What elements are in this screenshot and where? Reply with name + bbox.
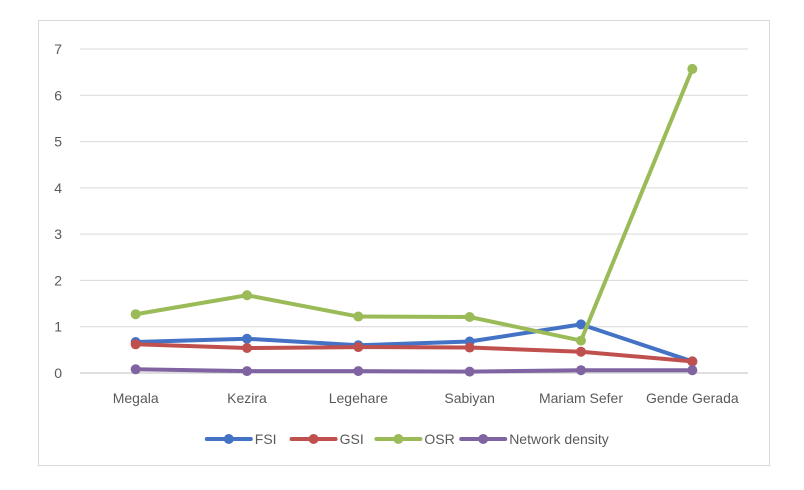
x-tick-label: Legehare — [329, 390, 388, 406]
data-point — [687, 356, 698, 367]
data-point — [130, 339, 141, 350]
legend-label: FSI — [255, 431, 277, 447]
y-tick-label: 2 — [54, 272, 62, 288]
legend: FSI GSI OSR Network density — [204, 431, 609, 447]
legend-item: FSI — [204, 431, 277, 447]
series-lines — [130, 63, 698, 377]
data-point — [687, 365, 698, 376]
x-axis-tick-labels: Megala Kezira Legehare Sabiyan Mariam Sefer G… — [113, 390, 739, 406]
data-point — [242, 333, 252, 344]
legend-item: OSR — [374, 431, 455, 447]
data-point — [576, 365, 586, 376]
y-tick-label: 6 — [54, 87, 62, 103]
series-osr — [130, 63, 698, 346]
legend-label: GSI — [340, 431, 364, 447]
series-network-density — [130, 364, 698, 377]
series-line — [133, 367, 695, 374]
legend-item: GSI — [289, 431, 364, 447]
series-line — [133, 342, 695, 364]
data-point — [130, 309, 141, 320]
data-point — [242, 366, 252, 377]
data-point — [353, 342, 364, 353]
y-tick-label: 0 — [54, 365, 62, 381]
data-point — [464, 311, 475, 322]
x-tick-label: Mariam Sefer — [539, 390, 623, 406]
data-point — [464, 366, 475, 377]
x-tick-label: Megala — [113, 390, 159, 406]
data-point — [242, 290, 252, 301]
series-gsi — [130, 339, 698, 367]
data-point — [576, 319, 586, 330]
y-tick-label: 1 — [54, 319, 62, 335]
x-tick-label: Kezira — [227, 390, 267, 406]
chart-frame — [38, 20, 770, 466]
data-point — [353, 366, 364, 377]
y-tick-label: 3 — [54, 226, 62, 242]
legend-label: OSR — [424, 431, 454, 447]
series-line — [133, 66, 695, 343]
y-tick-label: 5 — [54, 134, 62, 150]
data-point — [353, 311, 364, 322]
grid-lines — [80, 48, 748, 374]
legend-swatch-marker — [223, 434, 234, 444]
y-tick-label: 4 — [54, 180, 62, 196]
x-tick-label: Gende Gerada — [646, 390, 739, 406]
data-point — [464, 342, 475, 353]
x-tick-label: Sabiyan — [444, 390, 495, 406]
legend-swatch-marker — [308, 434, 319, 444]
legend-swatch-marker — [478, 434, 489, 444]
y-tick-label: 7 — [54, 41, 62, 57]
legend-swatch-marker — [393, 434, 404, 444]
data-point — [242, 343, 252, 354]
legend-item: Network density — [459, 431, 609, 447]
legend-label: Network density — [509, 431, 609, 447]
data-point — [687, 63, 698, 74]
data-point — [576, 346, 586, 357]
y-axis-tick-labels: 0 1 2 3 4 5 6 7 — [54, 41, 62, 381]
data-point — [130, 364, 141, 375]
data-point — [576, 335, 586, 346]
series-line — [133, 322, 695, 364]
